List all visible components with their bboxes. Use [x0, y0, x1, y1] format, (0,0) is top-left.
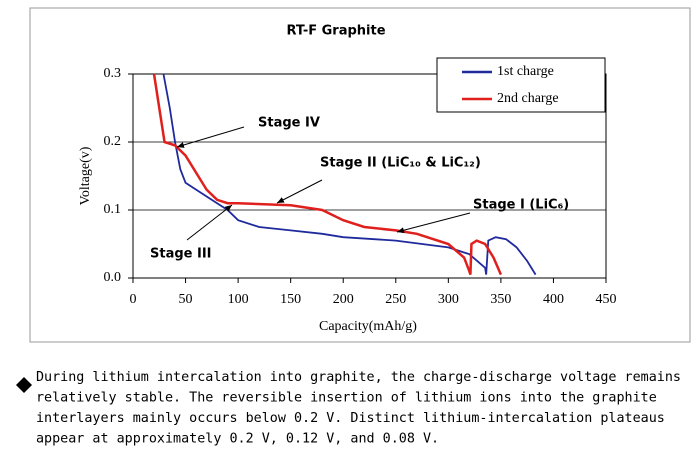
x-tick-label: 450: [596, 292, 617, 307]
legend-box: [436, 57, 606, 113]
x-tick-label: 350: [490, 292, 511, 307]
annotation-arrow: [396, 212, 471, 234]
caption-line: relatively stable. The reversible insert…: [36, 391, 657, 406]
chart-frame: [29, 7, 691, 343]
data-line: [152, 73, 503, 276]
legend-label: 2nd charge: [497, 91, 559, 106]
annotation-arrow: [276, 179, 323, 204]
x-tick-label: 50: [179, 292, 193, 307]
bullet: [16, 377, 32, 393]
y-tick-label: 0.1: [104, 202, 122, 217]
x-tick-label: 100: [228, 292, 249, 307]
y-tick-label: 0.3: [104, 66, 122, 81]
data-line: [162, 73, 537, 276]
chart-title: RT-F Graphite: [286, 24, 385, 39]
y-axis-label: Voltage(v): [78, 146, 93, 205]
caption-line: interlayers mainly occurs below 0.2 V. D…: [36, 411, 665, 426]
x-tick-label: 150: [280, 292, 301, 307]
caption-line: During lithium intercalation into graphi…: [36, 370, 681, 385]
annotation-arrow: [176, 126, 245, 148]
y-tick-label: 0.2: [104, 134, 122, 149]
x-tick-label: 200: [333, 292, 354, 307]
x-axis-label: Capacity(mAh/g): [319, 319, 417, 334]
x-tick-label: 400: [543, 292, 564, 307]
annotation: Stage III: [150, 247, 212, 262]
annotation: Stage II (LiC₁₀ & LiC₁₂): [320, 156, 481, 171]
annotation: Stage I (LiC₆): [473, 198, 569, 213]
legend-label: 1st charge: [497, 64, 554, 79]
x-tick-label: 0: [130, 292, 137, 307]
caption-line: appear at approximately 0.2 V, 0.12 V, a…: [36, 432, 439, 447]
x-tick-label: 300: [438, 292, 459, 307]
y-tick-label: 0.0: [104, 270, 122, 285]
annotation: Stage IV: [258, 116, 320, 131]
annotation-arrow: [186, 204, 233, 241]
x-tick-label: 250: [385, 292, 406, 307]
caption: During lithium intercalation into graphi…: [36, 370, 681, 447]
